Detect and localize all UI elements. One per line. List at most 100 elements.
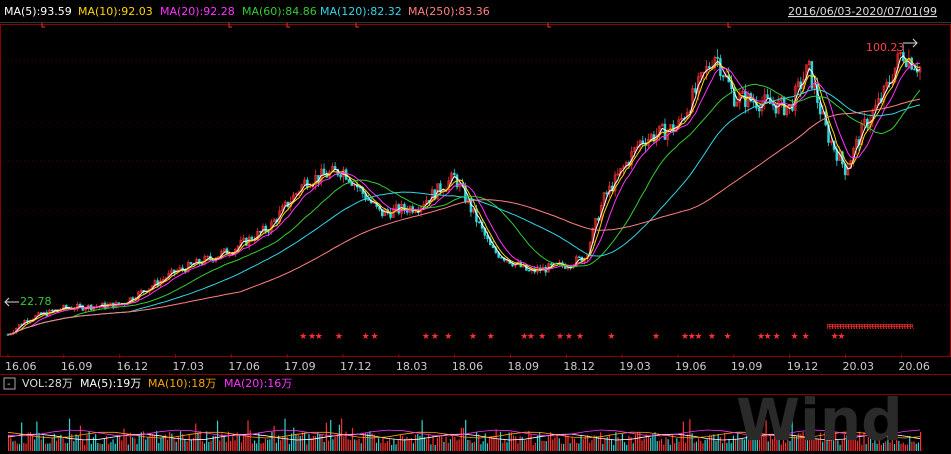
volume-bar [51,437,53,451]
candle-body [527,270,531,272]
volume-bar [401,436,404,451]
volume-bar [737,432,739,451]
signal-star: ★ [681,332,689,342]
volume-bar [221,433,223,451]
x-tick-label: 19.03 [619,360,651,373]
signal-star: ★ [565,332,573,342]
volume-bar [597,437,600,451]
volume-bar [232,436,234,451]
candle-body [500,257,503,259]
volume-bar [898,440,900,451]
volume-bar [256,443,258,451]
volume-bar [798,433,800,451]
volume-bar [724,433,726,451]
volume-bar [578,443,580,451]
volume-bar [14,440,16,451]
candle-body [638,140,642,147]
volume-bar [258,432,260,451]
volume-bar [68,418,71,451]
signal-star: ★ [431,332,439,342]
volume-bar [617,437,619,451]
candle-body [189,262,193,265]
volume-bar [147,437,149,451]
volume-bar [338,424,341,451]
volume-bar [417,434,419,451]
ma5-legend: MA(5):93.59 [4,5,72,18]
collapse-button[interactable] [3,377,16,390]
candle-body [733,88,736,107]
volume-bar [647,436,650,451]
volume-bar [660,439,663,451]
candle-body [694,88,697,93]
volume-bar [732,435,735,451]
volume-bar [700,440,702,451]
candle-body [322,168,326,175]
volume-bar [454,436,456,451]
signal-flag: R [864,323,869,331]
signal-star: ★ [757,332,765,342]
volume-bar [726,443,728,451]
x-tick-label: 20.06 [898,360,930,373]
volume-bar [739,439,741,451]
volume-bar [495,429,497,451]
volume-bar [436,437,438,451]
date-range[interactable]: 2016/06/03-2020/07/01(99 [788,5,937,18]
volume-bar [824,432,826,451]
volume-bar [199,431,201,451]
volume-bar [388,438,391,451]
candle-body [680,117,683,121]
volume-bar [684,442,687,451]
volume-bar [913,441,915,451]
volume-bar [206,431,208,451]
candle-body [394,204,398,209]
volume-bar [349,440,351,451]
volume-bar [404,438,406,451]
candle-body [813,84,816,89]
volume-bar [767,441,769,451]
volume-bar [55,440,58,451]
volume-bar [21,422,23,451]
volume-bar [900,444,902,451]
volume-bar [754,439,756,451]
volume-bar [467,439,469,451]
signal-flag: R [861,323,866,331]
volume-bar [216,420,219,451]
signal-flag: R [858,323,863,331]
volume-bar [713,434,715,451]
candle-body [380,209,384,217]
volume-bar [432,435,434,451]
volume-bar [532,444,534,451]
candle-body [913,68,916,71]
ma-line-MA5 [7,54,921,336]
volume-bar [360,443,362,451]
volume-bar [190,439,193,451]
volume-bar [565,433,567,451]
volume-bar [876,443,878,451]
candle-body [705,66,708,73]
volume-bar [909,436,911,451]
volume-bar [526,440,528,451]
volume-bar [210,440,212,451]
signal-flag: R [848,323,853,331]
volume-bar [105,436,108,451]
volume-bar [491,436,493,451]
volume-bar [619,439,621,451]
volume-bar [567,435,569,451]
volume-bar [193,437,195,451]
volume-bar [121,440,123,451]
volume-bar [654,432,656,451]
volume-bar [896,438,898,451]
volume-bar [223,435,225,451]
event-marker [547,23,551,28]
volume-bar [750,432,752,451]
volume-bar [615,432,617,451]
volume-bar [489,436,491,451]
volume-bar [626,444,628,451]
volume-bar [534,442,536,451]
event-marker [41,23,45,28]
volume-bar [45,443,47,451]
signal-flag: R [899,323,904,331]
high-pointer-arrow [903,38,918,48]
volume-bar [49,443,51,451]
